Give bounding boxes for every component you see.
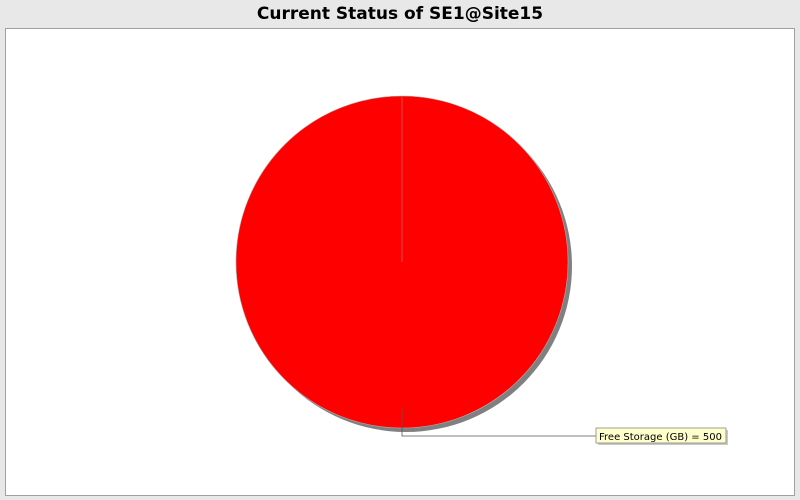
plot-area: Free Storage (GB) = 500 — [5, 28, 795, 496]
slice-label-box — [595, 427, 727, 444]
slice-label-text: Free Storage (GB) = 500 — [599, 432, 722, 443]
slice-label-leader — [401, 408, 596, 437]
pie-chart: Free Storage (GB) = 500 — [235, 95, 728, 445]
slice-label: Free Storage (GB) = 500 — [595, 427, 728, 445]
chart-title: Current Status of SE1@Site15 — [256, 4, 544, 24]
